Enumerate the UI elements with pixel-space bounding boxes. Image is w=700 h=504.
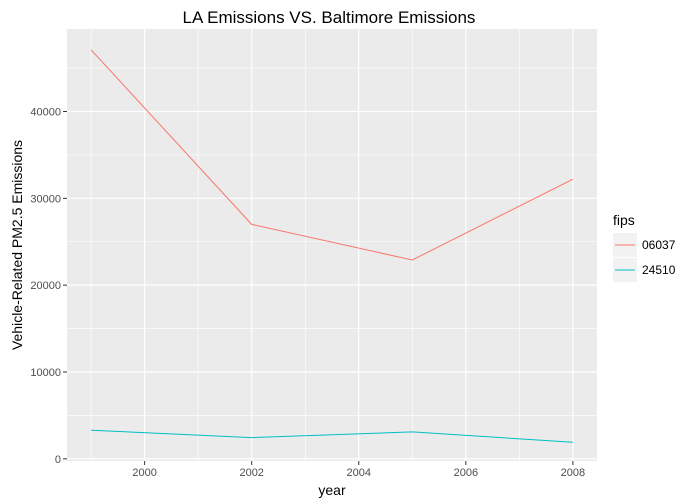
- x-tick-label: 2008: [561, 467, 585, 479]
- y-tick-label: 0: [55, 454, 61, 466]
- legend: fips 06037 24510: [613, 212, 676, 282]
- x-tick-label: 2000: [132, 467, 156, 479]
- y-tick-label: 30000: [30, 193, 61, 205]
- series-line-06037: [90, 49, 574, 261]
- legend-label-24510: 24510: [642, 263, 676, 277]
- grid-lines: [67, 29, 597, 461]
- x-axis-title: year: [318, 482, 346, 498]
- axes: 2000 2002 2004 2006 2008 0 10000 20000 30000 4000…: [30, 106, 585, 479]
- chart-title: LA Emissions VS. Baltimore Emissions: [183, 8, 476, 27]
- legend-label-06037: 06037: [642, 238, 676, 252]
- y-tick-label: 10000: [30, 367, 61, 379]
- y-tick-label: 20000: [30, 280, 61, 292]
- series-lines: [90, 49, 574, 443]
- x-tick-label: 2002: [239, 467, 263, 479]
- y-tick-label: 40000: [30, 106, 61, 118]
- legend-title: fips: [613, 212, 635, 228]
- x-tick-label: 2006: [454, 467, 478, 479]
- y-axis-title: Vehicle-Related PM2.5 Emissions: [9, 140, 25, 350]
- plot-panel: [67, 29, 597, 461]
- series-line-24510: [91, 429, 573, 443]
- x-tick-label: 2004: [347, 467, 371, 479]
